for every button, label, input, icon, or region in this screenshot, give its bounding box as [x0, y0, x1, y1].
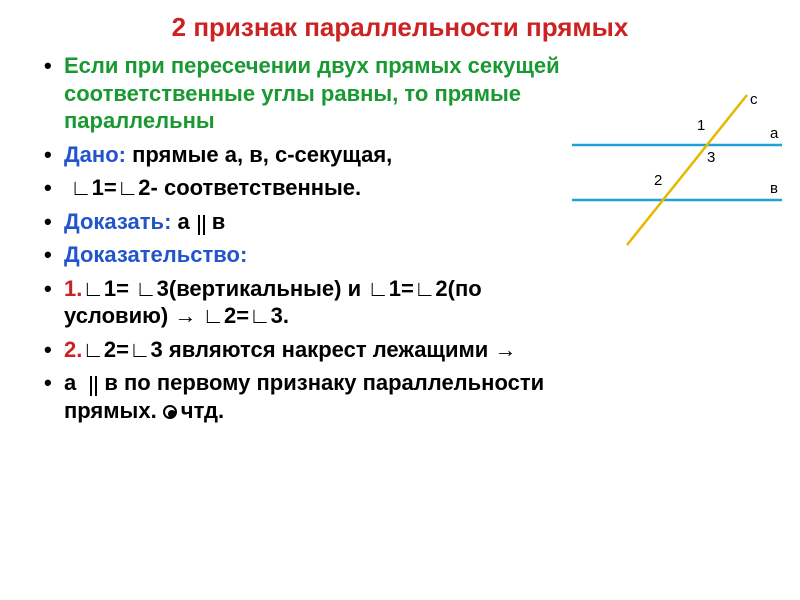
line-c — [627, 95, 747, 245]
given-label: Дано: — [64, 142, 132, 167]
label-b: в — [770, 180, 778, 197]
label-a: а — [770, 125, 779, 142]
bullet-given: Дано: прямые а, в, с-секущая, — [44, 141, 560, 169]
step2-num: 2. — [64, 337, 82, 362]
prove-a: а — [178, 209, 190, 234]
bullet-list: Если при пересечении двух прямых секущей… — [0, 52, 560, 430]
bullet-step1: 1.∟1= ∟3(вертикальные) и ∟1=∟2(по услови… — [44, 275, 560, 330]
label-c: с — [750, 91, 758, 108]
prove-label: Доказать: — [64, 209, 178, 234]
angle-3: 3 — [707, 149, 715, 166]
angle-2: 2 — [654, 172, 662, 189]
given-rest: прямые а, в, с-секущая, — [132, 142, 392, 167]
final-a: а — [64, 370, 82, 395]
bullet-prove: Доказать: ав — [44, 208, 560, 236]
bullet-angles: ∟1=∟2- соответственные. — [44, 174, 560, 202]
qed-icon — [163, 405, 177, 419]
angles-text: ∟1=∟2- соответственные. — [70, 175, 361, 200]
proof-label: Доказательство: — [64, 242, 247, 267]
bullet-final: а в по первому признаку параллельности п… — [44, 369, 560, 424]
prove-b: в — [212, 209, 226, 234]
bullet-theorem: Если при пересечении двух прямых секущей… — [44, 52, 560, 135]
theorem-text: Если при пересечении двух прямых секущей… — [64, 53, 560, 133]
step1-num: 1. — [64, 276, 82, 301]
qed-text: чтд. — [181, 398, 224, 423]
bullet-step2: 2.∟2=∟3 являются накрест лежащими → — [44, 336, 560, 364]
step1-rest: ∟1= ∟3(вертикальные) и ∟1=∟2(по условию)… — [64, 276, 482, 329]
angle-1: 1 — [697, 117, 705, 134]
geometry-diagram: а в с 1 2 3 — [572, 90, 782, 250]
bullet-proof-label: Доказательство: — [44, 241, 560, 269]
step2-rest: ∟2=∟3 являются накрест лежащими → — [82, 337, 516, 362]
page-title: 2 признак параллельности прямых — [0, 0, 800, 43]
final-b: в по первому признаку параллельности пря… — [64, 370, 544, 423]
